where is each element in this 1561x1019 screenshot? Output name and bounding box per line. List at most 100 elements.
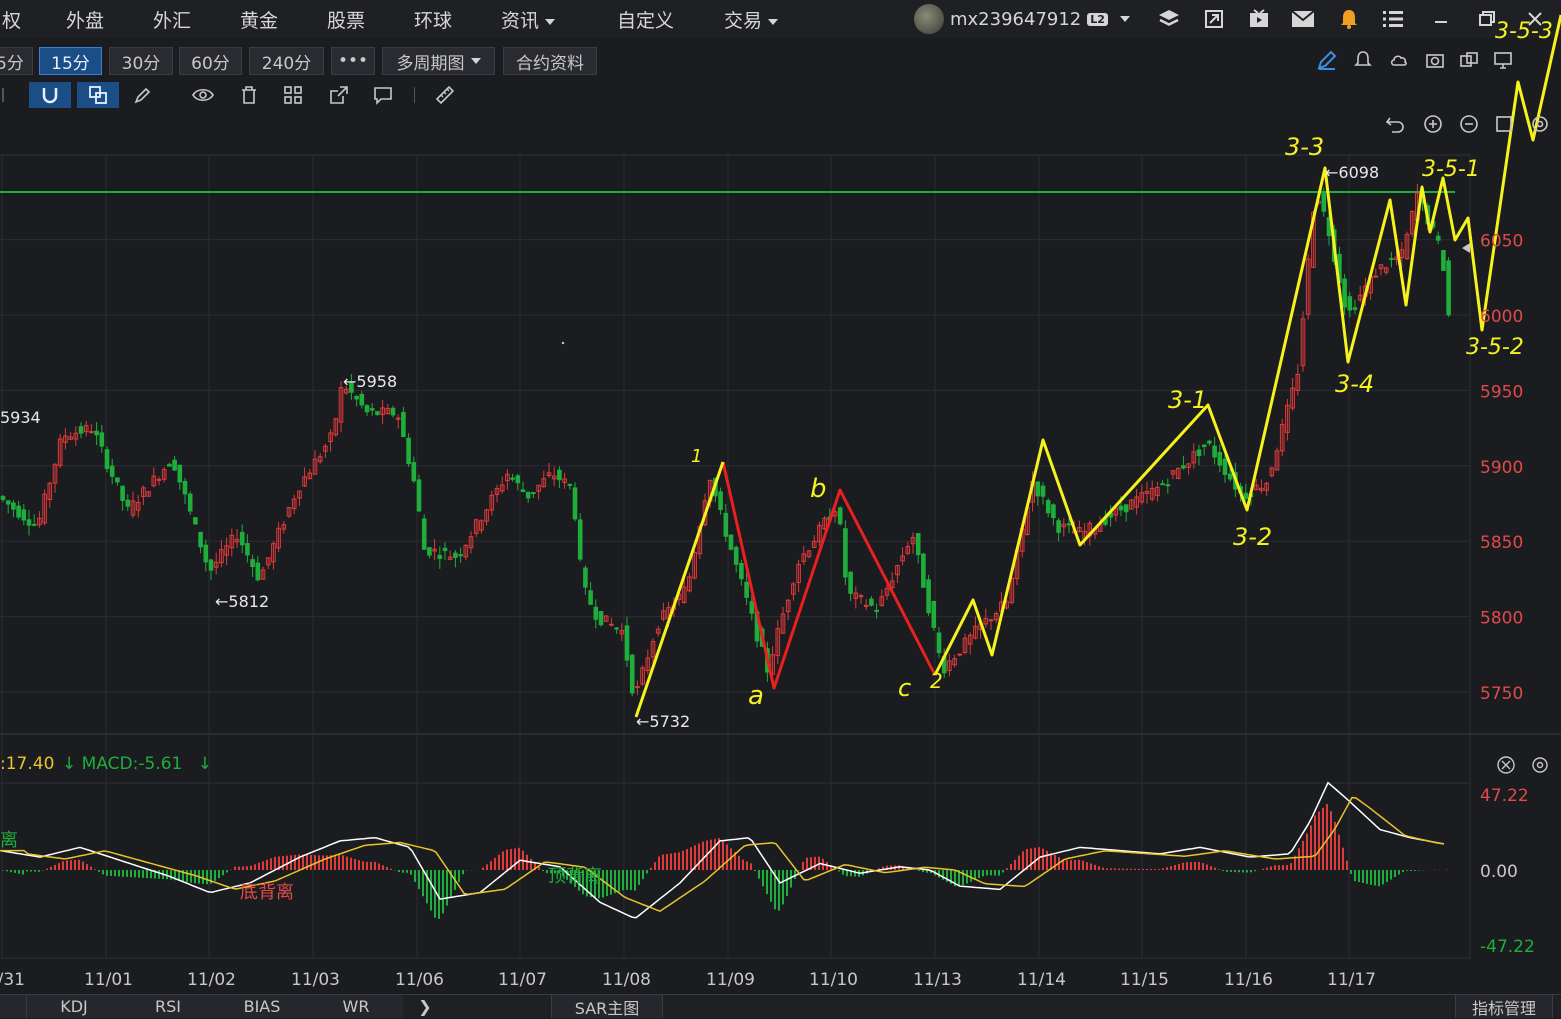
- menu-item-label: 股票: [327, 10, 366, 32]
- user-account[interactable]: mx239647912 L2: [914, 4, 1130, 34]
- price-axis-label: 6050: [1480, 232, 1523, 252]
- dea-line: [0, 796, 1445, 913]
- candle-body: [551, 475, 557, 480]
- menu-item-8[interactable]: 交易: [724, 6, 779, 33]
- period-button-3[interactable]: 60分: [179, 47, 242, 75]
- wave-label-3-5-1: 3-5-1: [1422, 157, 1480, 182]
- restore-icon[interactable]: [1474, 6, 1500, 32]
- monitor-icon[interactable]: [1490, 47, 1516, 73]
- camera-icon[interactable]: [1422, 47, 1448, 73]
- candle-body: [1342, 278, 1347, 308]
- window-switch-icon[interactable]: [1201, 6, 1227, 32]
- user-name[interactable]: mx239647912: [950, 8, 1082, 30]
- pencil-icon[interactable]: [1314, 47, 1340, 73]
- layers-copy-icon[interactable]: [77, 82, 119, 108]
- candle-body: [505, 473, 510, 482]
- copy-window-icon[interactable]: [1456, 47, 1482, 73]
- comment-icon[interactable]: [370, 82, 396, 108]
- candle-body: [219, 549, 224, 564]
- candle-body: [957, 653, 963, 656]
- menu-item-6[interactable]: 资讯: [501, 6, 556, 33]
- candle-body: [822, 517, 827, 530]
- price-axis-label: 5750: [1480, 684, 1523, 704]
- candle-body: [993, 612, 999, 621]
- candle-body: [333, 418, 339, 436]
- indicator-management-button[interactable]: 指标管理: [1455, 995, 1553, 1018]
- edit-icon[interactable]: [130, 82, 156, 108]
- period-button-2[interactable]: 30分: [109, 47, 173, 75]
- magnet-icon[interactable]: [29, 82, 71, 108]
- candle-body: [577, 519, 583, 560]
- tab-kdj[interactable]: KDJ: [27, 995, 122, 1018]
- tab-rsi[interactable]: RSI: [121, 995, 216, 1018]
- wave-label-3-2: 3-2: [1233, 523, 1272, 551]
- candle-body: [1186, 463, 1191, 468]
- multi-period-button[interactable]: 多周期图: [382, 47, 495, 75]
- export-icon[interactable]: [326, 82, 352, 108]
- candle-body: [1378, 264, 1384, 270]
- candle-body: [1243, 492, 1249, 499]
- candle-body: [801, 553, 807, 562]
- menu-item-0[interactable]: 权: [2, 6, 21, 33]
- candle-body: [1056, 520, 1061, 533]
- candle-body: [931, 601, 937, 628]
- candle-body: [317, 456, 323, 462]
- chevron-down-icon: [768, 18, 779, 25]
- candle-body: [364, 405, 370, 413]
- tab-bias[interactable]: BIAS: [215, 995, 310, 1018]
- sar-main-chart-tab[interactable]: SAR主图: [551, 995, 663, 1018]
- macd-histogram: [2, 804, 1448, 919]
- menu-item-label: 资讯: [501, 10, 540, 32]
- period-button-1[interactable]: 15分: [39, 47, 102, 75]
- video-icon[interactable]: [1246, 6, 1272, 32]
- candle-body: [1207, 440, 1212, 444]
- wave-label-3-1: 3-1: [1168, 386, 1207, 414]
- high-price-label: ←5958: [343, 372, 397, 391]
- candle-body: [749, 601, 755, 614]
- candle-body: [614, 627, 619, 630]
- candle-body: [312, 458, 318, 475]
- candle-body: [567, 483, 573, 486]
- candle-body: [1409, 210, 1415, 235]
- candle-body: [167, 463, 172, 467]
- minimize-icon[interactable]: [1428, 6, 1454, 32]
- more-periods-button[interactable]: •••: [331, 47, 375, 75]
- user-avatar[interactable]: [914, 4, 944, 34]
- zoom-out-icon: [1460, 115, 1478, 133]
- candle-body: [411, 462, 417, 482]
- candle-body: [499, 484, 505, 492]
- ruler-icon[interactable]: [432, 82, 458, 108]
- candle-body: [468, 536, 474, 549]
- candle-body: [869, 598, 874, 606]
- close-icon[interactable]: [1522, 6, 1548, 32]
- period-button-4[interactable]: 240分: [249, 47, 324, 75]
- menu-item-1[interactable]: 外盘: [66, 6, 104, 33]
- bell-icon[interactable]: [1336, 6, 1362, 32]
- menu-item-3[interactable]: 黄金: [240, 6, 278, 33]
- chevron-down-icon[interactable]: [1119, 16, 1130, 22]
- chevron-right-icon[interactable]: ❯: [403, 995, 447, 1018]
- window-icon: [1496, 116, 1512, 132]
- menu-item-4[interactable]: 股票: [327, 6, 365, 33]
- candle-body: [115, 477, 120, 483]
- menu-item-2[interactable]: 外汇: [153, 6, 191, 33]
- list-icon[interactable]: [1380, 6, 1406, 32]
- cloud-icon[interactable]: [1386, 47, 1412, 73]
- candle-body: [375, 411, 380, 415]
- date-axis-label: 11/08: [602, 970, 651, 990]
- candle-body: [1212, 445, 1217, 458]
- tab-wr[interactable]: WR: [309, 995, 404, 1018]
- eye-icon[interactable]: [190, 82, 216, 108]
- trash-icon[interactable]: [236, 82, 262, 108]
- menu-item-7[interactable]: 自定义: [617, 6, 674, 33]
- alarm-bell-icon[interactable]: [1350, 47, 1376, 73]
- layers-icon[interactable]: [1156, 6, 1182, 32]
- grid-icon[interactable]: [280, 82, 306, 108]
- candle-body: [99, 432, 105, 447]
- candle-body: [520, 489, 526, 493]
- menu-item-5[interactable]: 环球: [414, 6, 452, 33]
- mail-icon[interactable]: [1290, 6, 1316, 32]
- contract-info-button[interactable]: 合约资料: [503, 47, 597, 75]
- period-button-0[interactable]: 5分: [0, 47, 33, 75]
